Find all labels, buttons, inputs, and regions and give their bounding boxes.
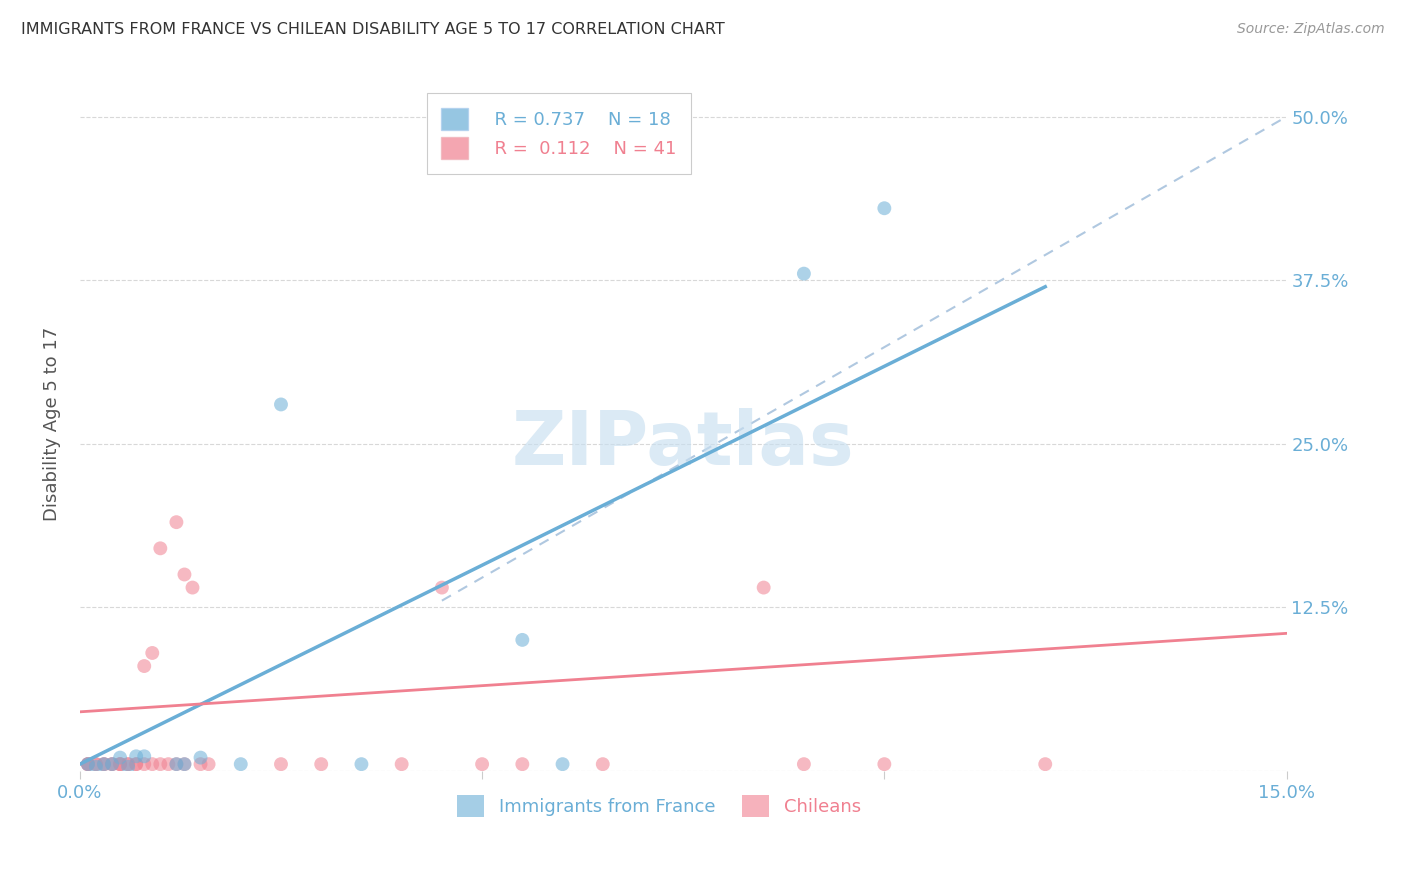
Point <box>270 397 292 411</box>
Point <box>77 757 100 772</box>
Point <box>270 757 292 772</box>
Point <box>101 757 124 772</box>
Point <box>141 646 163 660</box>
Point <box>173 757 195 772</box>
Point <box>173 567 195 582</box>
Point <box>149 541 172 556</box>
Point <box>793 267 815 281</box>
Point <box>108 750 131 764</box>
Text: IMMIGRANTS FROM FRANCE VS CHILEAN DISABILITY AGE 5 TO 17 CORRELATION CHART: IMMIGRANTS FROM FRANCE VS CHILEAN DISABI… <box>21 22 725 37</box>
Point <box>108 757 131 772</box>
Point <box>101 757 124 772</box>
Point <box>190 750 212 764</box>
Point <box>117 760 139 774</box>
Point <box>125 757 148 772</box>
Point <box>77 757 100 772</box>
Point <box>141 757 163 772</box>
Point <box>108 757 131 772</box>
Point <box>134 659 156 673</box>
Point <box>117 757 139 772</box>
Point <box>197 757 219 772</box>
Point <box>134 757 156 772</box>
Point <box>84 757 107 772</box>
Point <box>157 757 180 772</box>
Y-axis label: Disability Age 5 to 17: Disability Age 5 to 17 <box>44 327 60 521</box>
Point <box>101 757 124 772</box>
Point <box>873 757 896 772</box>
Point <box>873 201 896 215</box>
Text: ZIPatlas: ZIPatlas <box>512 409 855 482</box>
Point <box>1033 757 1056 772</box>
Point <box>190 757 212 772</box>
Point <box>350 757 373 772</box>
Point <box>165 757 187 772</box>
Point <box>551 757 574 772</box>
Point <box>93 757 115 772</box>
Point <box>181 581 204 595</box>
Point <box>165 757 187 772</box>
Point <box>134 749 156 764</box>
Point <box>84 760 107 774</box>
Point <box>165 515 187 529</box>
Point <box>512 757 534 772</box>
Point <box>117 757 139 772</box>
Point <box>84 757 107 772</box>
Point <box>512 632 534 647</box>
Point <box>752 581 775 595</box>
Point <box>93 757 115 772</box>
Point <box>125 757 148 772</box>
Legend: Immigrants from France, Chileans: Immigrants from France, Chileans <box>450 788 868 824</box>
Point <box>77 757 100 772</box>
Point <box>430 581 453 595</box>
Point <box>592 757 614 772</box>
Point <box>108 757 131 772</box>
Point <box>173 757 195 772</box>
Text: Source: ZipAtlas.com: Source: ZipAtlas.com <box>1237 22 1385 37</box>
Point <box>793 757 815 772</box>
Point <box>471 757 494 772</box>
Point <box>125 749 148 764</box>
Point <box>309 757 332 772</box>
Point <box>93 757 115 772</box>
Point <box>391 757 413 772</box>
Point <box>149 757 172 772</box>
Point <box>229 757 252 772</box>
Point <box>77 757 100 772</box>
